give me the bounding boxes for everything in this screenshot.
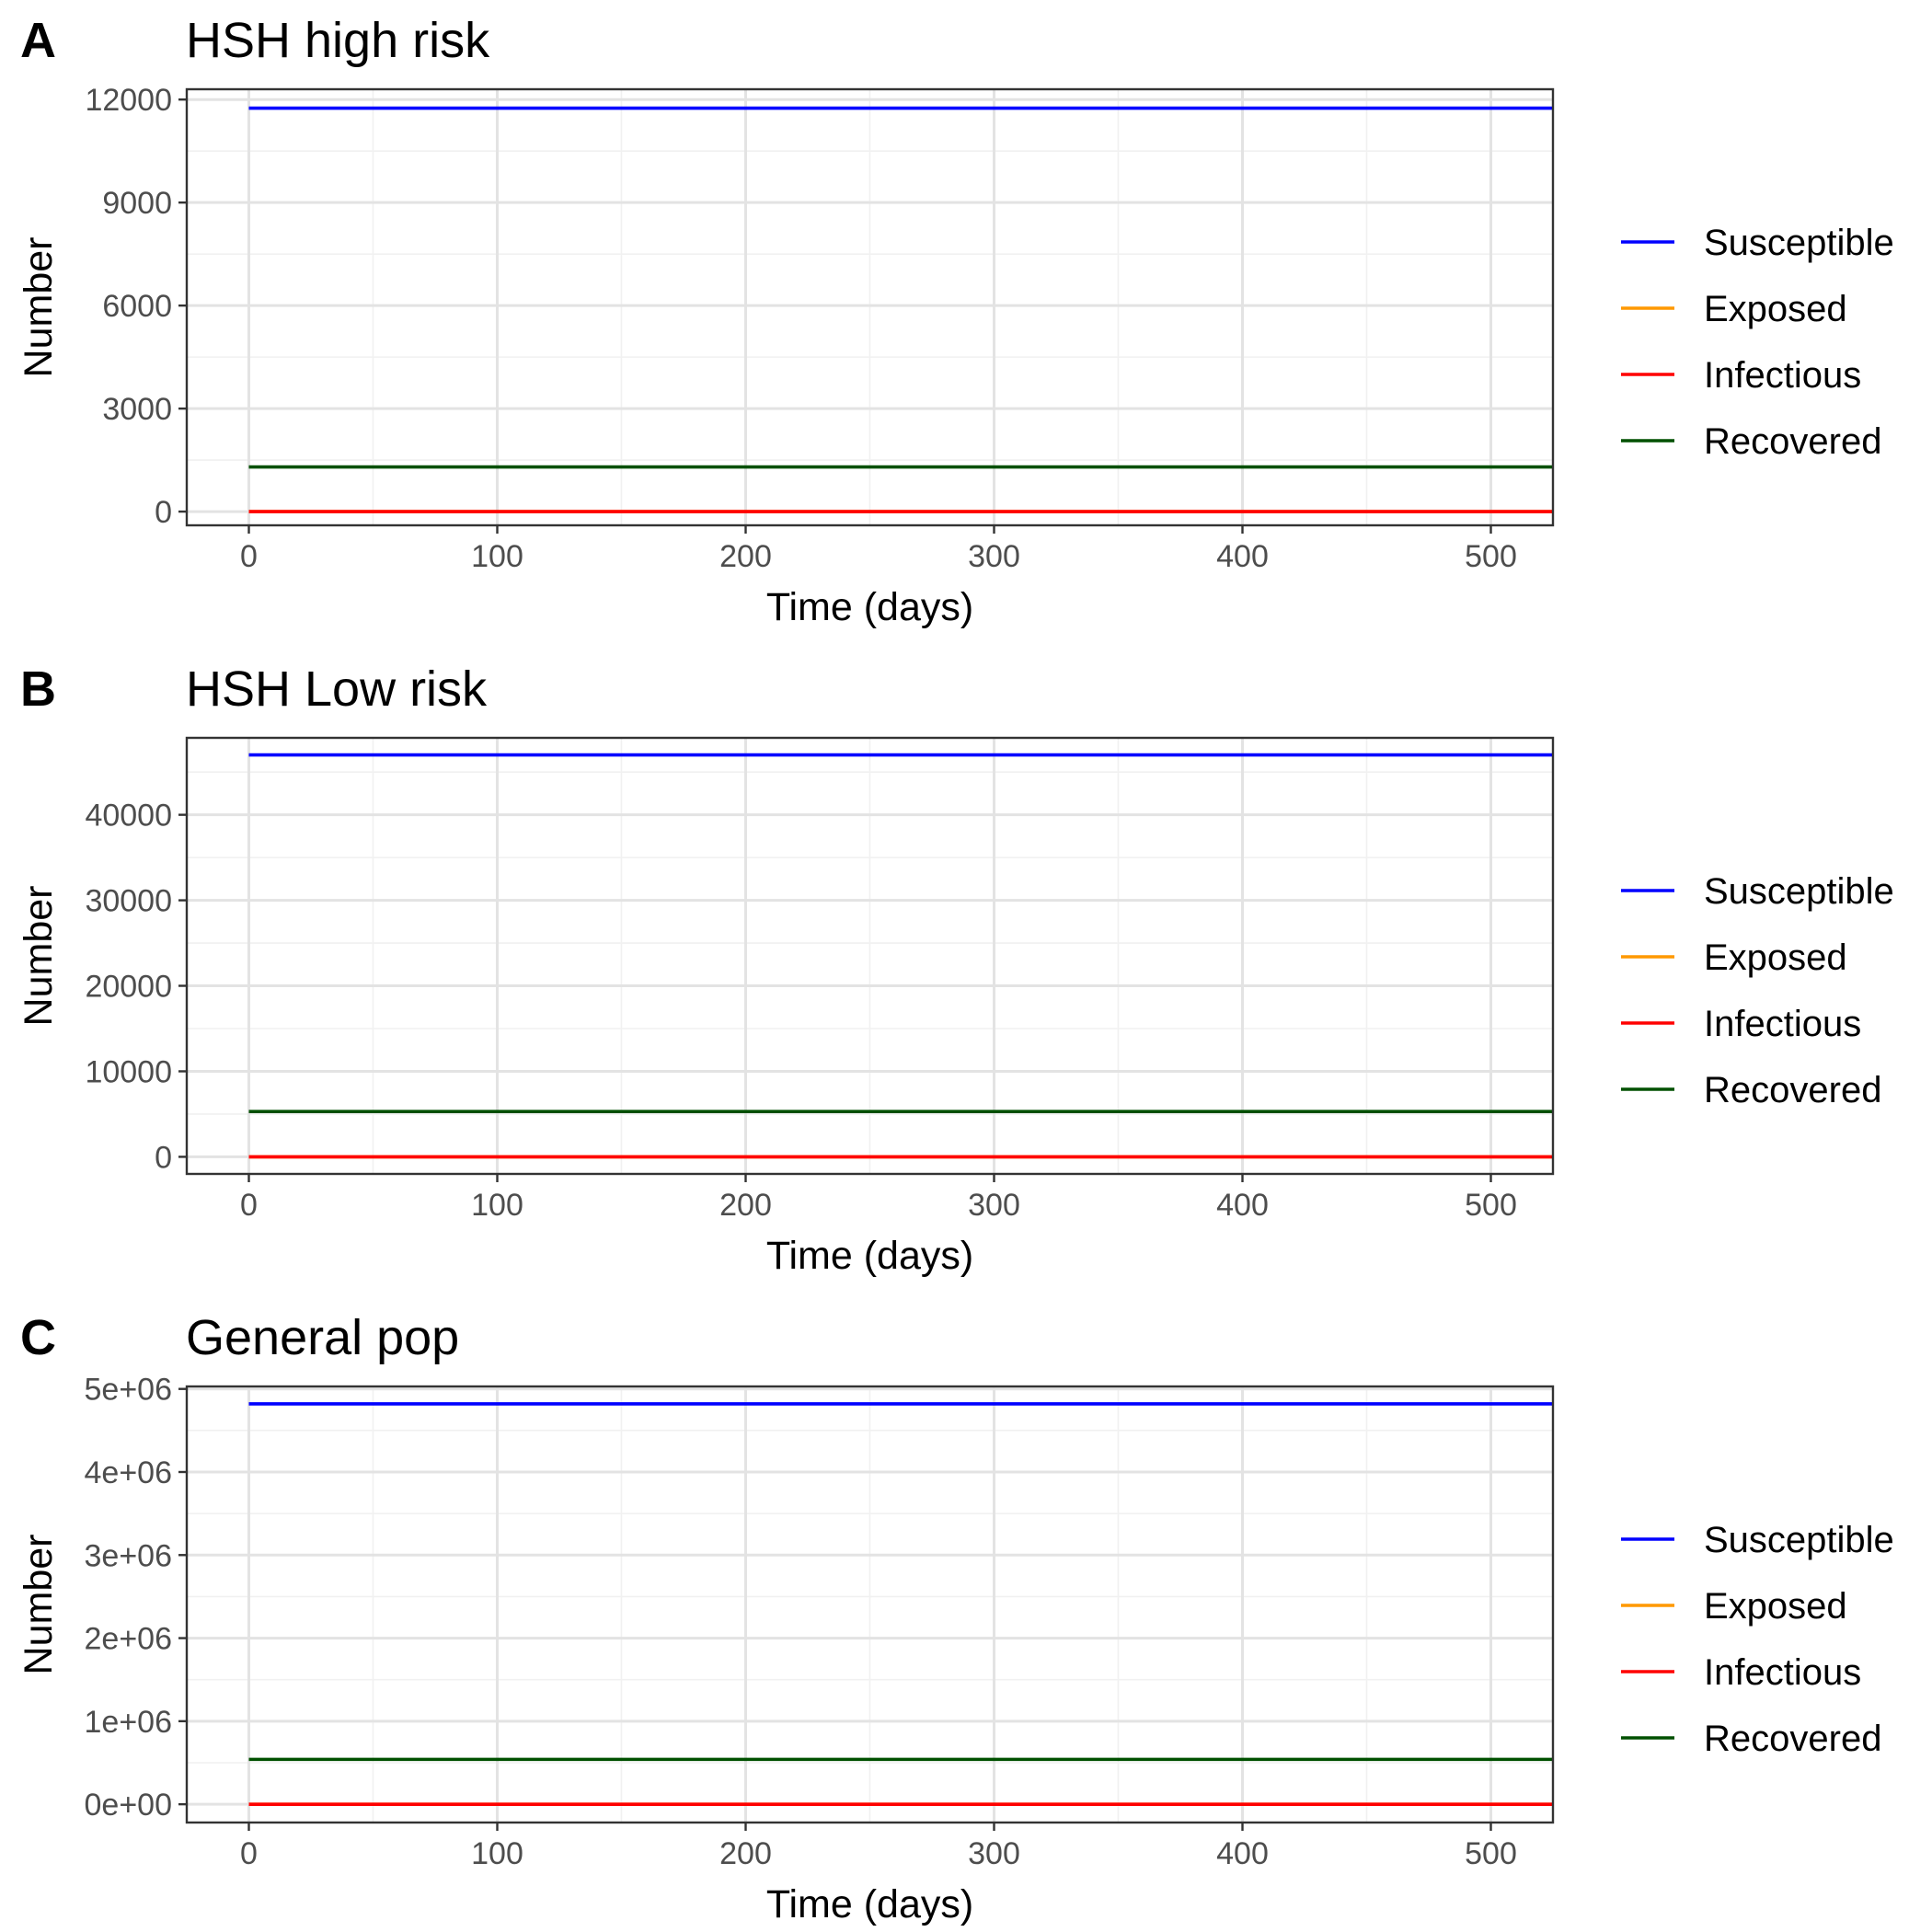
panel-letter: C [20,1310,56,1365]
x-tick-label: 400 [1216,539,1269,574]
x-tick-label: 500 [1465,1188,1517,1223]
panel-border [185,87,1555,527]
x-tick-label: 300 [968,1836,1020,1871]
legend-label-exposed: Exposed [1704,937,1847,978]
x-tick-label: 400 [1216,1188,1269,1223]
x-tick-label: 300 [968,1188,1020,1223]
y-tick-label: 6000 [102,289,172,324]
y-tick-label: 0 [155,1140,172,1175]
panel-b: B HSH Low risk 0 100 200 300 400 500 0 10000 200… [17,661,1894,1278]
y-tick-label: 3e+06 [85,1538,173,1573]
x-tick-label: 400 [1216,1836,1269,1871]
legend-label-recovered: Recovered [1704,1719,1881,1759]
y-tick-label: 12000 [85,83,172,118]
legend-label-exposed: Exposed [1704,289,1847,329]
x-axis-title: Time (days) [766,1882,973,1926]
x-tick-label: 100 [471,1188,523,1223]
y-axis-title: Number [17,886,61,1027]
x-tick-label: 200 [719,539,772,574]
legend-label-susceptible: Susceptible [1704,1520,1894,1560]
panel-title: HSH Low risk [186,661,488,717]
legend-label-recovered: Recovered [1704,421,1881,462]
x-tick-label: 200 [719,1188,772,1223]
panel-title: HSH high risk [186,13,490,68]
y-tick-label: 0 [155,495,172,530]
x-axis-title: Time (days) [766,1234,973,1278]
panel-border [185,1385,1555,1824]
y-tick-label: 0e+00 [85,1788,173,1823]
y-tick-label: 9000 [102,186,172,221]
x-tick-label: 200 [719,1836,772,1871]
y-tick-label: 4e+06 [85,1455,173,1490]
panel-border [185,736,1555,1176]
x-tick-label: 500 [1465,1836,1517,1871]
legend-label-exposed: Exposed [1704,1586,1847,1627]
legend-label-infectious: Infectious [1704,355,1861,396]
x-tick-label: 0 [240,1188,258,1223]
legend-label-infectious: Infectious [1704,1652,1861,1693]
plot-area: 0 100 200 300 400 500 0 10000 20000 30000 40000 [85,736,1555,1223]
legend: Susceptible Exposed Infectious Recovered [1621,871,1894,1110]
y-tick-label: 40000 [85,799,172,834]
panel-c: C General pop 0 100 200 300 400 500 0e+00 1e+06… [17,1310,1894,1926]
plot-area: 0 100 200 300 400 500 0 3000 6000 9000 12000 [85,83,1555,574]
panel-letter: A [20,13,56,68]
legend: Susceptible Exposed Infectious Recovered [1621,223,1894,462]
x-tick-label: 0 [240,539,258,574]
y-tick-label: 1e+06 [85,1705,173,1740]
y-tick-label: 10000 [85,1054,172,1089]
x-tick-label: 100 [471,1836,523,1871]
x-tick-label: 0 [240,1836,258,1871]
plot-area: 0 100 200 300 400 500 0e+00 1e+06 2e+06 3e+06 4e+0… [85,1373,1555,1871]
x-tick-label: 300 [968,539,1020,574]
y-axis-title: Number [17,237,61,378]
legend-label-infectious: Infectious [1704,1004,1861,1044]
y-axis-title: Number [17,1535,61,1675]
y-tick-label: 2e+06 [85,1622,173,1657]
legend-label-recovered: Recovered [1704,1070,1881,1110]
panel-letter: B [20,661,56,717]
panel-a: A HSH high risk 0 100 200 300 400 500 0 3000 600… [17,13,1894,629]
x-axis-title: Time (days) [766,585,973,629]
y-tick-label: 20000 [85,970,172,1005]
x-tick-label: 500 [1465,539,1517,574]
y-tick-label: 3000 [102,392,172,427]
legend-label-susceptible: Susceptible [1704,223,1894,263]
x-tick-label: 100 [471,539,523,574]
y-tick-label: 5e+06 [85,1373,173,1408]
y-tick-label: 30000 [85,884,172,919]
legend-label-susceptible: Susceptible [1704,871,1894,912]
legend: Susceptible Exposed Infectious Recovered [1621,1520,1894,1759]
panel-title: General pop [186,1310,459,1365]
